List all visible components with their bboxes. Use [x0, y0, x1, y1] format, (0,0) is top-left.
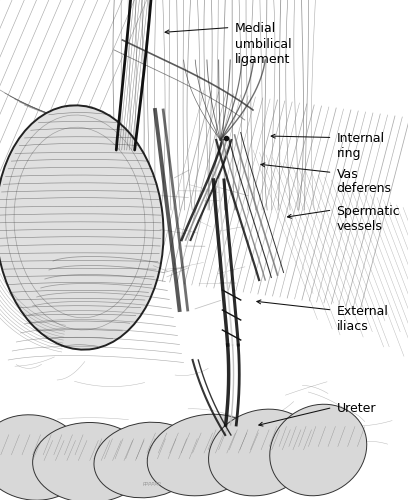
- Ellipse shape: [94, 422, 200, 498]
- Text: Ureter: Ureter: [337, 402, 376, 415]
- Text: Medial
umbilical
ligament: Medial umbilical ligament: [235, 22, 291, 66]
- Text: Internal
ring: Internal ring: [337, 132, 385, 160]
- Ellipse shape: [270, 404, 367, 496]
- Text: External
iliacs: External iliacs: [337, 305, 388, 333]
- Text: pppppp: pppppp: [142, 481, 160, 486]
- Text: Spermatic
vessels: Spermatic vessels: [337, 205, 400, 233]
- Ellipse shape: [208, 409, 314, 496]
- Ellipse shape: [147, 414, 261, 496]
- Ellipse shape: [0, 415, 86, 500]
- Ellipse shape: [33, 422, 147, 500]
- Ellipse shape: [0, 106, 164, 350]
- Text: Vas
deferens: Vas deferens: [337, 168, 392, 196]
